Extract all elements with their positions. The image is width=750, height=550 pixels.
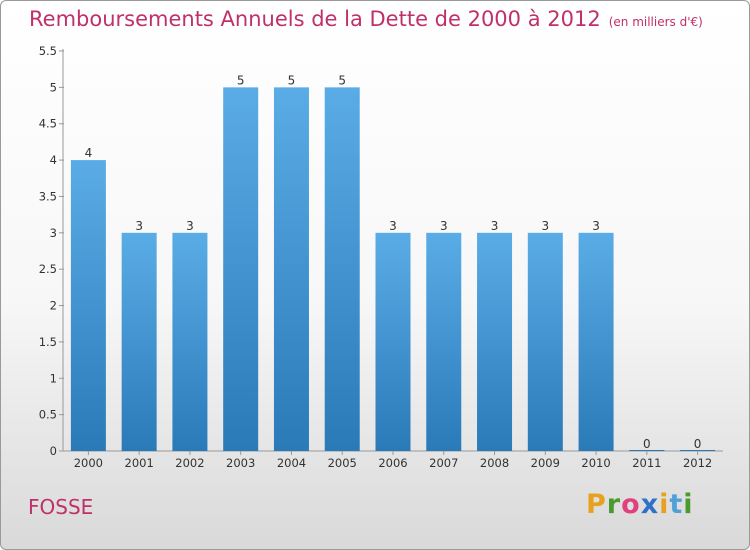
logo-letter: x xyxy=(640,489,660,520)
data-label-2003: 5 xyxy=(237,73,245,87)
chart-unit: (en milliers d'€) xyxy=(608,15,703,29)
bar-2010 xyxy=(578,232,614,451)
y-tick-label: 5.5 xyxy=(39,44,57,58)
x-tick-label: 2006 xyxy=(378,456,407,470)
x-tick-label: 2002 xyxy=(175,456,204,470)
y-tick-label: 1.5 xyxy=(39,335,57,349)
bar-2008 xyxy=(477,232,513,451)
y-tick-label: 0 xyxy=(50,444,57,458)
axes: 0 0.5 1 1.5 2 2.5 3 3.5 4 4.5 5 5.5 xyxy=(39,44,723,458)
y-tick-label: 3 xyxy=(50,226,57,240)
x-tick-label: 2010 xyxy=(581,456,610,470)
data-label-2010: 3 xyxy=(592,219,600,233)
data-label-2008: 3 xyxy=(491,219,499,233)
bars xyxy=(70,87,716,451)
logo-letter: o xyxy=(621,489,641,520)
commune-name: FOSSE xyxy=(28,495,94,519)
bar-2000 xyxy=(70,160,106,451)
y-tick-label: 4.5 xyxy=(39,117,57,131)
y-tick-label: 3.5 xyxy=(39,189,57,203)
y-tick-label: 4 xyxy=(50,153,57,167)
data-label-2009: 3 xyxy=(541,219,549,233)
data-label-2007: 3 xyxy=(440,219,448,233)
bar-2003 xyxy=(223,87,259,451)
bar-2009 xyxy=(527,232,563,451)
y-tick-label: 2 xyxy=(50,299,57,313)
title-row: Remboursements Annuels de la Dette de 20… xyxy=(29,7,703,31)
x-tick-label: 2001 xyxy=(125,456,154,470)
logo-letter: t xyxy=(669,489,684,520)
y-tick-label: 1 xyxy=(50,371,57,385)
x-tick-label: 2003 xyxy=(226,456,255,470)
logo-letter: r xyxy=(606,489,622,520)
data-label-2012: 0 xyxy=(694,437,702,451)
bar-2005 xyxy=(324,87,360,451)
bar-2002 xyxy=(172,232,208,451)
y-tick-label: 5 xyxy=(50,80,57,94)
y-tick-label: 2.5 xyxy=(39,262,57,276)
x-tick-label: 2011 xyxy=(632,456,661,470)
y-tick-label: 0.5 xyxy=(39,408,57,422)
bar-2007 xyxy=(426,232,462,451)
x-tick-label: 2000 xyxy=(74,456,103,470)
data-label-2001: 3 xyxy=(135,219,143,233)
x-tick-label: 2005 xyxy=(328,456,357,470)
data-label-2000: 4 xyxy=(85,146,93,160)
x-tick-label: 2008 xyxy=(480,456,509,470)
logo-letter: P xyxy=(586,489,607,520)
labels: 4 2000 3 2001 3 2002 5 2003 5 2004 5 2005 3 2006 3 2007… xyxy=(74,73,713,470)
x-tick-label: 2007 xyxy=(429,456,458,470)
chart-title: Remboursements Annuels de la Dette de 20… xyxy=(29,7,601,31)
x-tick-label: 2004 xyxy=(277,456,306,470)
bar-2004 xyxy=(273,87,309,451)
data-label-2011: 0 xyxy=(643,437,651,451)
x-tick-label: 2009 xyxy=(531,456,560,470)
bar-2006 xyxy=(375,232,411,451)
data-label-2005: 5 xyxy=(338,73,346,87)
logo-letter: i xyxy=(683,489,694,520)
data-label-2006: 3 xyxy=(389,219,397,233)
bar-2001 xyxy=(121,232,157,451)
proxiti-logo[interactable]: Proxiti xyxy=(586,489,694,520)
data-label-2002: 3 xyxy=(186,219,194,233)
logo-letter: i xyxy=(659,489,670,520)
data-label-2004: 5 xyxy=(288,73,296,87)
x-tick-label: 2012 xyxy=(683,456,712,470)
